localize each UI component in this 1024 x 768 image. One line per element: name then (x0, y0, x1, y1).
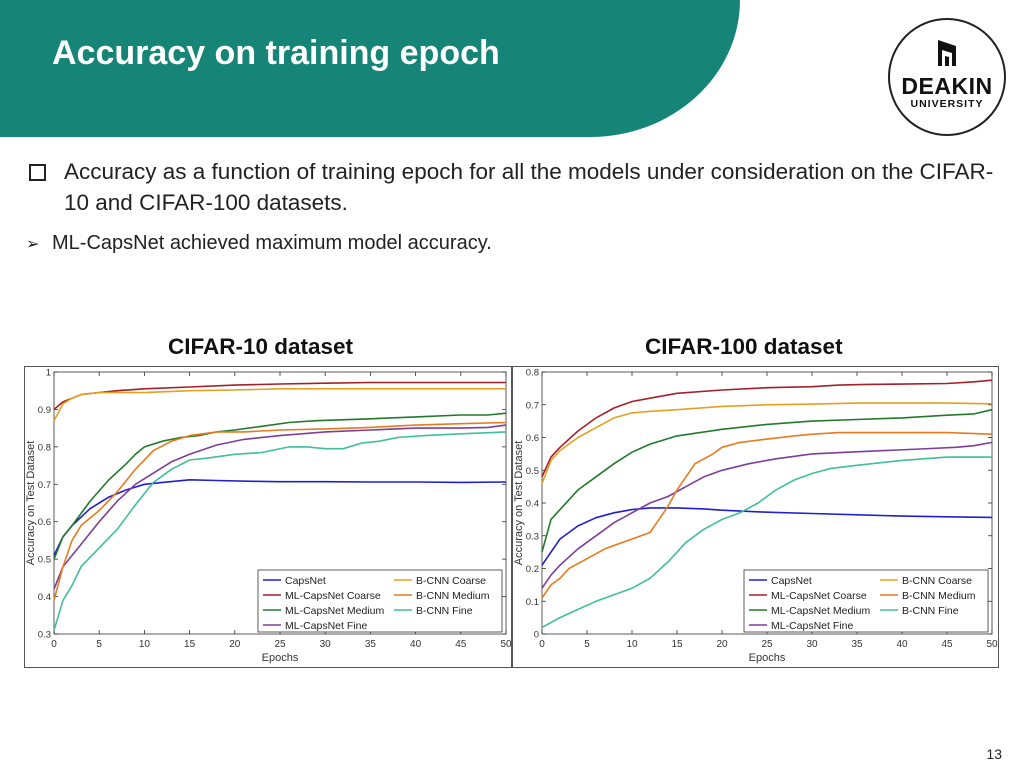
legend-box (743, 569, 989, 633)
y-tick-label: 0.5 (38, 555, 51, 566)
series-line-capsnet (541, 507, 993, 566)
y-tick-label: 0.6 (526, 433, 539, 444)
series-line-capsnet (53, 479, 507, 556)
y-axis-label: Accuracy on Test Dataset (25, 441, 37, 566)
y-axis-label: Accuracy on Test Dataset (513, 441, 525, 566)
y-tick-label: 0.7 (38, 480, 51, 491)
deakin-emblem-icon (938, 40, 956, 66)
cifar10-chart: 0 5 10 15 20 25 30 35 40 45 50 0.3 0.4 0.5 0.6 0.7 0.8 0.… (24, 366, 512, 668)
x-tick-label: 5 (96, 639, 102, 650)
arrow-bullet-icon: ➢ (26, 236, 40, 253)
legend-label-capsnet: CapsNet (285, 575, 326, 587)
x-tick-label: 25 (761, 639, 773, 650)
x-tick-label: 40 (410, 639, 422, 650)
main-bullet: Accuracy as a function of training epoch… (26, 156, 1006, 218)
x-tick-label: 40 (896, 639, 908, 650)
x-tick-label: 30 (806, 639, 818, 650)
y-tick-label: 0.7 (526, 400, 539, 411)
y-tick-label: 0.3 (38, 630, 51, 641)
series-line-b-cnn-coarse (53, 387, 506, 422)
page-number: 13 (986, 746, 1002, 762)
chart-title-cifar100: CIFAR-100 dataset (645, 334, 843, 359)
x-tick-label: 50 (986, 639, 998, 650)
series-line-ml-capsnet-fine (53, 424, 507, 590)
legend-label-ml-capsnet-medium: ML-CapsNet Medium (771, 605, 870, 617)
legend-box (257, 569, 503, 633)
series-line-ml-capsnet-coarse (541, 379, 993, 478)
slide-title: Accuracy on training epoch (52, 34, 500, 72)
x-tick-label: 35 (851, 639, 863, 650)
legend-label-b-cnn-fine: B-CNN Fine (902, 605, 959, 617)
legend-label-b-cnn-medium: B-CNN Medium (902, 590, 976, 602)
series-line-b-cnn-medium (53, 421, 507, 601)
x-tick-label: 50 (500, 639, 512, 650)
cifar100-chart: 0 5 10 15 20 25 30 35 40 45 50 0 0.1 0.2 0.3 0.4 0.5 0.6 0… (512, 366, 999, 668)
deakin-logo: DEAKIN UNIVERSITY (888, 18, 1006, 136)
series-line-ml-capsnet-fine (541, 441, 993, 589)
legend-label-ml-capsnet-medium: ML-CapsNet Medium (285, 605, 384, 617)
legend-label-b-cnn-fine: B-CNN Fine (416, 605, 473, 617)
legend-label-ml-capsnet-fine: ML-CapsNet Fine (771, 620, 853, 632)
y-tick-label: 0 (534, 630, 539, 641)
logo-line-1: DEAKIN (901, 73, 993, 99)
y-tick-label: 0.4 (38, 592, 51, 603)
series-line-b-cnn-fine (53, 431, 507, 631)
x-tick-label: 5 (584, 639, 590, 650)
y-tick-label: 1 (46, 368, 51, 379)
y-tick-label: 0.9 (38, 405, 51, 416)
legend-label-ml-capsnet-fine: ML-CapsNet Fine (285, 620, 367, 632)
x-tick-label: 15 (184, 639, 196, 650)
checkbox-bullet-icon (29, 164, 46, 181)
y-tick-label: 0.4 (526, 499, 539, 510)
sub-bullet: ➢ ML-CapsNet achieved maximum model accur… (26, 230, 492, 258)
y-tick-label: 0.2 (526, 564, 539, 575)
x-tick-label: 45 (455, 639, 467, 650)
x-tick-label: 15 (671, 639, 683, 650)
legend-label-b-cnn-coarse: B-CNN Coarse (902, 575, 972, 587)
x-tick-label: 30 (320, 639, 332, 650)
logo-line-2: UNIVERSITY (910, 98, 984, 110)
legend-label-b-cnn-medium: B-CNN Medium (416, 590, 490, 602)
y-tick-label: 0.1 (526, 597, 539, 608)
y-tick-label: 0.6 (38, 517, 51, 528)
sub-bullet-text: ML-CapsNet achieved maximum model accura… (52, 232, 492, 254)
legend-label-ml-capsnet-coarse: ML-CapsNet Coarse (285, 590, 381, 602)
legend-label-capsnet: CapsNet (771, 575, 812, 587)
y-tick-label: 0.8 (526, 368, 539, 379)
x-tick-label: 10 (626, 639, 638, 650)
x-tick-label: 45 (941, 639, 953, 650)
x-tick-label: 0 (539, 639, 545, 650)
x-tick-label: 25 (274, 639, 286, 650)
legend-label-b-cnn-coarse: B-CNN Coarse (416, 575, 486, 587)
title-banner (0, 0, 740, 137)
y-tick-label: 0.8 (38, 442, 51, 453)
series-line-b-cnn-coarse (541, 402, 993, 484)
x-axis-label: Epochs (749, 652, 786, 664)
x-tick-label: 10 (139, 639, 151, 650)
series-line-ml-capsnet-medium (541, 408, 993, 553)
main-bullet-text: Accuracy as a function of training epoch… (64, 159, 994, 215)
legend-label-ml-capsnet-coarse: ML-CapsNet Coarse (771, 590, 867, 602)
chart-title-cifar10: CIFAR-10 dataset (168, 334, 354, 359)
y-tick-label: 0.5 (526, 466, 539, 477)
x-tick-label: 0 (51, 639, 57, 650)
x-axis-label: Epochs (262, 652, 299, 664)
series-line-b-cnn-medium (541, 431, 993, 599)
x-tick-label: 20 (716, 639, 728, 650)
x-tick-label: 20 (229, 639, 241, 650)
x-tick-label: 35 (365, 639, 377, 650)
series-line-ml-capsnet-medium (53, 412, 507, 560)
series-line-b-cnn-fine (541, 456, 992, 629)
y-tick-label: 0.3 (526, 531, 539, 542)
